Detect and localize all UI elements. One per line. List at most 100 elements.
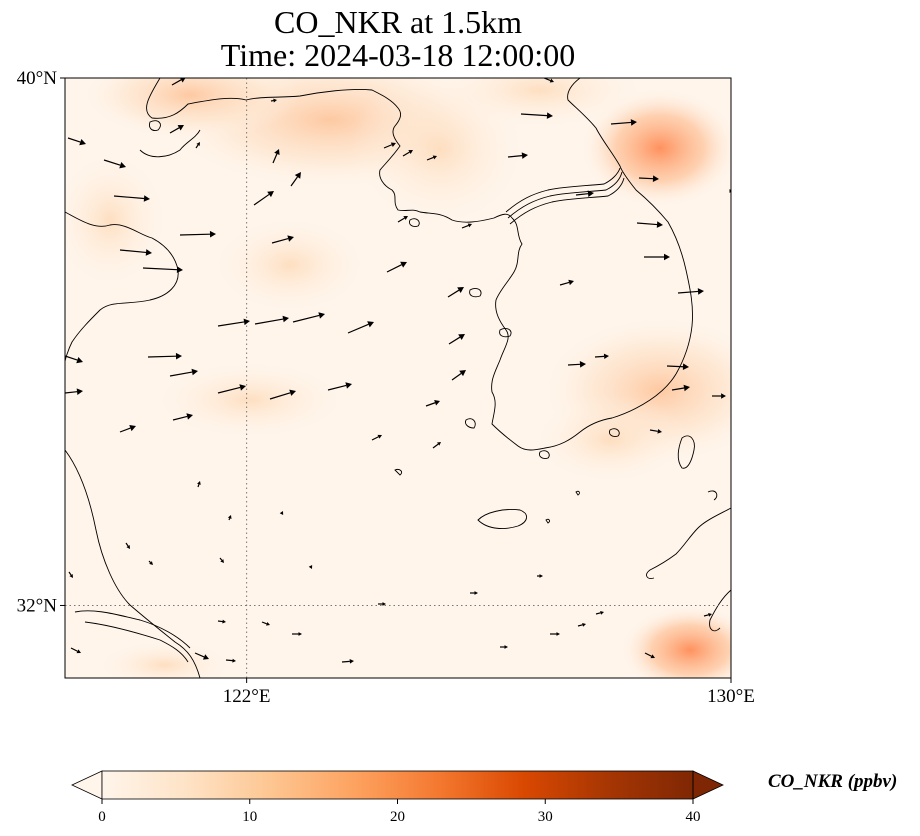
wind-vector [271,235,294,244]
wind-vector [308,565,313,569]
wind-vector [666,363,689,371]
wind-vector [254,315,289,325]
wind-vector [65,355,83,364]
wind-vectors [65,78,731,664]
title-line-1: CO_NKR at 1.5km [274,4,522,40]
wind-vector [378,602,386,606]
wind-vector [559,279,574,286]
colorbar-tick-label: 40 [686,809,701,825]
wind-vector [386,261,407,273]
wind-vector [397,216,408,223]
wind-vector [644,652,655,659]
wind-vector [292,632,302,636]
colorbar-tick-label: 30 [538,809,553,825]
wind-vector [147,352,182,360]
colorbar-tick-label: 0 [98,809,106,825]
wind-vector [500,645,508,649]
wind-vector [194,652,209,660]
title-line-2: Time: 2024-03-18 12:00:00 [220,37,576,73]
wind-vector [426,155,437,161]
wind-vector [119,249,152,256]
wind-vector [402,150,413,157]
wind-vector [347,321,374,334]
wind-vector [461,223,472,229]
wind-vector [447,287,464,298]
wind-vector [253,191,274,206]
wind-vector [67,137,86,146]
concentration-blobs [65,78,731,678]
wind-vector [290,172,301,187]
axis-tick-labels: 40°N 32°N 122°E 130°E [17,68,755,707]
wind-vector [383,142,396,149]
map-title: CO_NKR at 1.5km Time: 2024-03-18 12:00:0… [60,6,736,72]
colorbar-gradient [102,771,693,799]
wind-vector [550,632,560,636]
wind-vector [448,334,465,345]
wind-vector [671,384,690,392]
wind-vector [70,647,81,654]
wind-vector [636,221,663,228]
wind-vector [595,610,604,615]
wind-vector [179,230,216,238]
wind-vector [594,353,609,360]
wind-vector [451,370,466,381]
wind-vector [644,253,670,261]
colorbar-extend-low [71,770,103,800]
wind-vector [68,571,73,578]
wind-vector [261,621,270,626]
wind-vector [610,119,637,126]
colorbar-tick-label: 10 [242,809,257,825]
colorbar-extend-high [692,770,724,800]
wind-vector [269,389,296,400]
wind-vector [217,318,250,327]
wind-vector [575,190,594,197]
wind-vector [103,159,126,169]
wind-vector [520,112,553,119]
map-frame [64,77,732,679]
wind-vector [217,384,246,394]
wind-vector [638,175,659,182]
axis-ticks [60,77,732,683]
coastlines [65,78,731,678]
colorbar-tick-label: 20 [390,809,405,825]
wind-vector [169,368,198,377]
wind-vector [425,400,440,407]
lon-label-122: 122°E [223,686,271,707]
wind-vector [432,442,441,449]
wind-vector [227,515,232,521]
wind-vector [507,152,528,159]
colorbar-label: CO_NKR (ppbv) [768,771,898,792]
wind-vector [712,393,726,399]
wind-vector [470,591,478,595]
wind-vector [65,388,83,395]
lon-label-130: 130°E [707,686,755,707]
wind-vector [567,361,586,368]
wind-vector [371,434,382,441]
wind-vector [148,560,153,565]
wind-vector [292,312,325,323]
lat-label-32: 32°N [17,595,58,616]
wind-vector [169,125,184,134]
colorbar: 0 10 20 30 40 [71,770,724,825]
wind-vector [279,511,284,515]
wind-vector [703,612,712,617]
lat-label-40: 40°N [17,68,58,89]
wind-vector [119,425,136,433]
wind-vector [113,195,150,202]
wind-vector [649,428,662,434]
wind-vector [327,382,352,391]
wind-vector [217,619,226,624]
wind-vector [270,98,277,103]
wind-vector [142,266,183,273]
wind-vector [272,149,280,164]
wind-vector [219,557,224,563]
wind-vector [341,659,354,664]
wind-vector [577,622,586,627]
gridlines [65,78,731,678]
wind-vector [125,542,130,549]
map-panel: 40°N 32°N 122°E 130°E [17,68,755,707]
wind-vector [195,142,200,149]
wind-vector [197,481,201,488]
wind-vector [225,658,236,663]
